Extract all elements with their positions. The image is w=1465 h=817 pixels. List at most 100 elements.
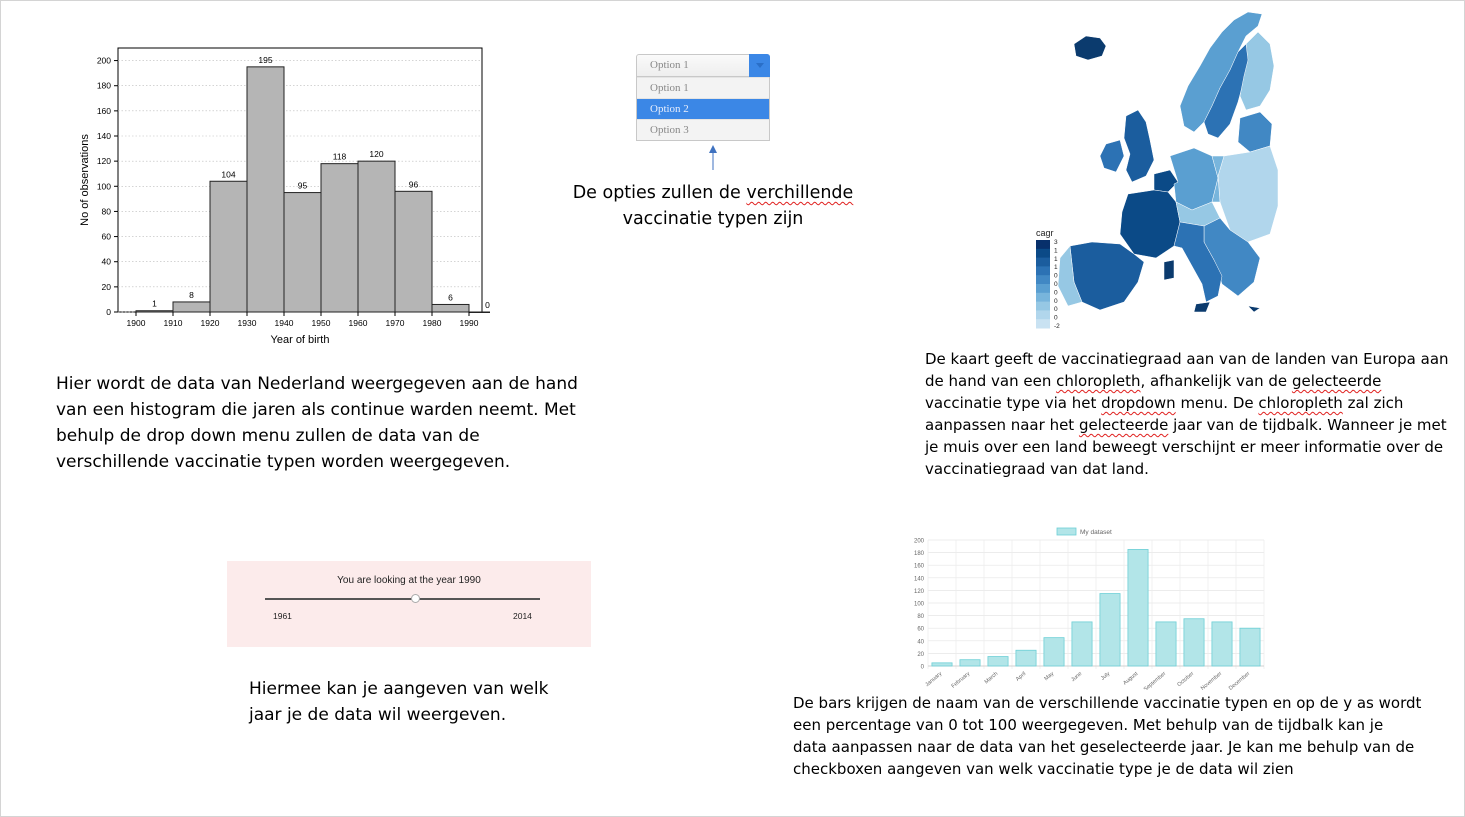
map-legend-swatch: [1036, 248, 1050, 259]
histogram-caption-line: verschillende vaccinatie typen worden we…: [56, 452, 511, 472]
histogram-xtick-label: 1920: [201, 318, 220, 328]
histogram-bar-label: 6: [448, 292, 453, 302]
map-region-germany[interactable]: [1169, 147, 1219, 211]
map-region-portugal[interactable]: [1057, 245, 1083, 307]
bar-chart-bar[interactable]: [1071, 621, 1093, 667]
map-legend-label: 0: [1054, 273, 1058, 280]
map-legend-swatch: [1036, 319, 1050, 329]
histogram-xtick-label: 1940: [275, 318, 294, 328]
histogram-xtick-label: 1910: [164, 318, 183, 328]
histogram-xtick-label: 1900: [127, 318, 146, 328]
bar-xtick-label: November: [1200, 671, 1223, 690]
map-caption-text: chloropleth: [1258, 394, 1343, 412]
histogram-bar: [283, 192, 322, 313]
map-region-france[interactable]: [1119, 189, 1181, 259]
bar-chart-bar[interactable]: [1155, 621, 1177, 667]
histogram-bar: [172, 301, 211, 313]
map-region-great-britain[interactable]: [1123, 109, 1155, 183]
map-region-italy[interactable]: [1173, 221, 1223, 303]
bar-chart-bar[interactable]: [959, 659, 981, 667]
bar-ytick-label: 160: [914, 564, 925, 570]
arrow-up-icon: [709, 145, 717, 170]
map-legend-label: 1: [1054, 247, 1058, 254]
map-caption-text: gelecteerde: [1291, 372, 1382, 390]
map-caption-text: jaar van de tijdbalk. Wanneer je met: [1168, 416, 1447, 434]
bar-chart-bar[interactable]: [1239, 627, 1261, 667]
map-region-poland[interactable]: [1211, 155, 1225, 203]
histogram-bar-label: 1: [152, 299, 157, 309]
map-caption-text: dropdown: [1101, 394, 1176, 412]
bar-chart-bar[interactable]: [987, 656, 1009, 667]
map-region-islands[interactable]: [1163, 259, 1261, 313]
map-caption-text: gelecteerde: [1078, 416, 1169, 434]
histogram-ytick-label: 100: [97, 181, 111, 191]
dropdown-caption-text: De opties zullen de: [572, 183, 747, 203]
map-legend-label: 0: [1054, 306, 1058, 313]
bar-ytick-label: 0: [921, 665, 925, 671]
map-legend-label: -2: [1054, 323, 1060, 330]
dropdown-option-2[interactable]: Option 2: [637, 98, 769, 119]
bar-ytick-label: 60: [917, 627, 924, 633]
histogram-ytick-label: 40: [102, 257, 112, 267]
histogram-bar: [468, 311, 490, 313]
histogram-ytick-label: 160: [97, 106, 111, 116]
bar-xtick-label: April: [1015, 671, 1027, 683]
map-caption-line: vaccinatiegraad van dat land.: [925, 460, 1149, 478]
map-caption-text: de hand van een: [925, 372, 1057, 390]
histogram-ytick-label: 80: [102, 206, 112, 216]
histogram-bar-label: 95: [298, 181, 308, 191]
histogram-xtick-label: 1980: [423, 318, 442, 328]
histogram-bar-label: 8: [189, 290, 194, 300]
map-legend-label: 0: [1054, 281, 1058, 288]
histogram-bar: [394, 190, 433, 313]
chevron-down-icon: [756, 63, 764, 68]
bar-caption-line: een percentage van 0 tot 100 weergegeven…: [793, 716, 1384, 734]
map-legend-label: 1: [1054, 264, 1058, 271]
map-legend-label: 1: [1054, 256, 1058, 263]
map-region-finland[interactable]: [1239, 31, 1275, 111]
map-region-ireland[interactable]: [1099, 139, 1125, 173]
vaccine-type-dropdown[interactable]: Option 1 Option 1 Option 2 Option 3: [636, 54, 770, 141]
bar-caption-line: checkboxen aangeven van welk vaccinatie …: [793, 760, 1294, 778]
bar-ytick-label: 40: [917, 639, 924, 645]
histogram-ytick-label: 0: [106, 307, 111, 317]
bar-chart-bar[interactable]: [931, 662, 953, 667]
map-region-benelux[interactable]: [1153, 169, 1179, 193]
map-region-iceland[interactable]: [1073, 35, 1107, 61]
bar-ytick-label: 180: [914, 551, 925, 557]
bar-ytick-label: 80: [917, 614, 924, 620]
dropdown-toggle-button[interactable]: [749, 54, 770, 77]
bar-chart-bar[interactable]: [1211, 621, 1233, 667]
histogram-xtick-label: 1960: [349, 318, 368, 328]
bar-ytick-label: 100: [914, 602, 925, 608]
bar-chart-bar[interactable]: [1183, 618, 1205, 667]
bar-xtick-label: August: [1122, 671, 1139, 687]
bar-chart-bar[interactable]: [1043, 637, 1065, 667]
histogram-bar-label: 96: [409, 179, 419, 189]
dropdown-header[interactable]: Option 1: [636, 54, 770, 77]
histogram-xtick-label: 1990: [460, 318, 479, 328]
bar-chart-bar[interactable]: [1015, 649, 1037, 667]
dropdown-option-1[interactable]: Option 1: [637, 77, 769, 98]
dropdown-option-3[interactable]: Option 3: [637, 119, 769, 140]
histogram-xtick-label: 1930: [238, 318, 257, 328]
histogram-caption-line: van een histogram die jaren als continue…: [56, 400, 576, 420]
map-region-baltics[interactable]: [1237, 111, 1273, 153]
bar-chart-bar[interactable]: [1127, 549, 1149, 667]
bar-xtick-label: July: [1100, 671, 1112, 682]
year-slider-thumb[interactable]: [411, 594, 421, 603]
bar-chart-bar[interactable]: [1099, 593, 1121, 667]
bar-ytick-label: 120: [914, 589, 925, 595]
slider-title: You are looking at the year 1990: [337, 575, 481, 586]
dropdown-caption: De opties zullen de verchillende vaccina…: [560, 180, 866, 232]
bar-xtick-label: May: [1043, 671, 1055, 682]
histogram-bar: [209, 180, 248, 313]
year-slider-track[interactable]: [265, 598, 540, 600]
slider-caption: Hiermee kan je aangeven van welk jaar je…: [249, 676, 548, 728]
map-caption-line: De kaart geeft de vaccinatiegraad aan va…: [925, 350, 1449, 368]
map-caption-text: aanpassen naar het: [925, 416, 1079, 434]
histogram-ylabel: No of observations: [79, 134, 91, 226]
map-legend-label: 0: [1054, 289, 1058, 296]
